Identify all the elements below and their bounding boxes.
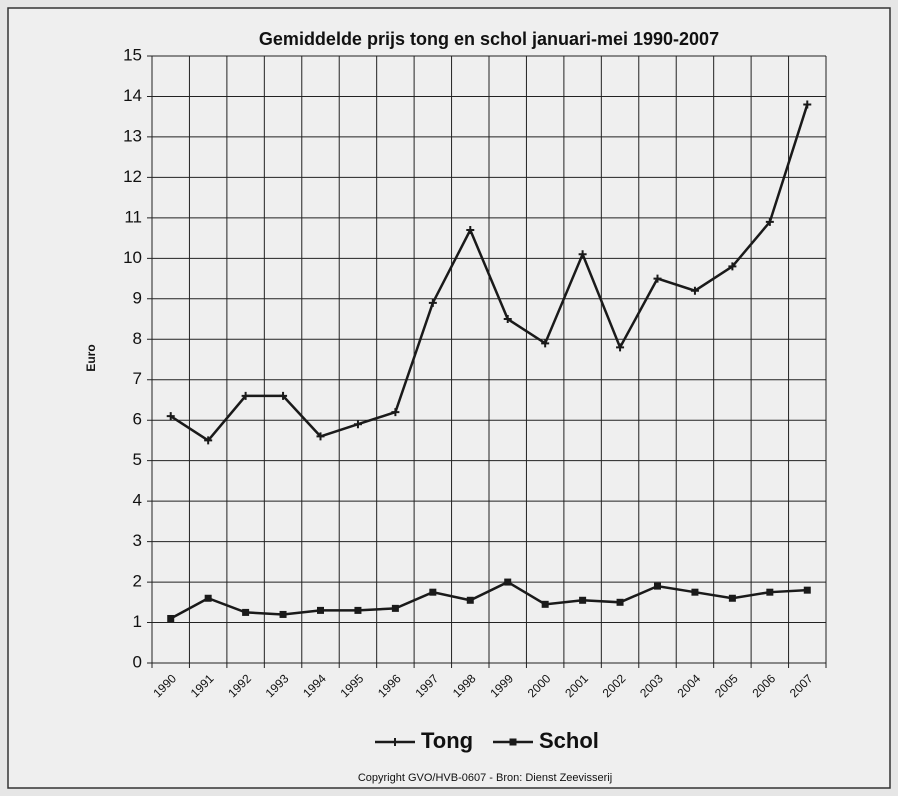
data-point: [317, 607, 324, 614]
data-point: [242, 609, 249, 616]
y-tick-label: 1: [133, 612, 142, 631]
legend-label: Tong: [421, 728, 473, 753]
data-point: [205, 595, 212, 602]
y-tick-label: 8: [133, 329, 142, 348]
data-point: [766, 589, 773, 596]
data-point: [167, 615, 174, 622]
data-point: [429, 589, 436, 596]
y-tick-label: 4: [133, 491, 142, 510]
chart: Gemiddelde prijs tong en schol januari-m…: [0, 0, 898, 796]
y-tick-label: 2: [133, 572, 142, 591]
y-tick-label: 13: [123, 126, 142, 145]
data-point: [654, 583, 661, 590]
data-point: [542, 601, 549, 608]
y-tick-label: 6: [133, 410, 142, 429]
data-point: [579, 597, 586, 604]
y-tick-label: 14: [123, 86, 142, 105]
data-point: [691, 589, 698, 596]
y-tick-label: 15: [123, 45, 142, 64]
data-point: [617, 599, 624, 606]
data-point: [354, 607, 361, 614]
data-point: [392, 605, 399, 612]
data-point: [729, 595, 736, 602]
y-tick-label: 12: [123, 167, 142, 186]
chart-title: Gemiddelde prijs tong en schol januari-m…: [259, 29, 719, 49]
data-point: [804, 587, 811, 594]
y-tick-label: 0: [133, 652, 142, 671]
legend-marker: [510, 739, 517, 746]
legend-label: Schol: [539, 728, 599, 753]
data-point: [467, 597, 474, 604]
y-axis-label: Euro: [84, 344, 98, 371]
footnote: Copyright GVO/HVB-0607 - Bron: Dienst Ze…: [358, 772, 612, 784]
y-tick-label: 5: [133, 450, 142, 469]
y-tick-label: 10: [123, 248, 142, 267]
y-tick-label: 3: [133, 531, 142, 550]
y-tick-label: 7: [133, 369, 142, 388]
y-tick-label: 9: [133, 288, 142, 307]
data-point: [280, 611, 287, 618]
data-point: [504, 579, 511, 586]
y-tick-label: 11: [124, 207, 142, 226]
